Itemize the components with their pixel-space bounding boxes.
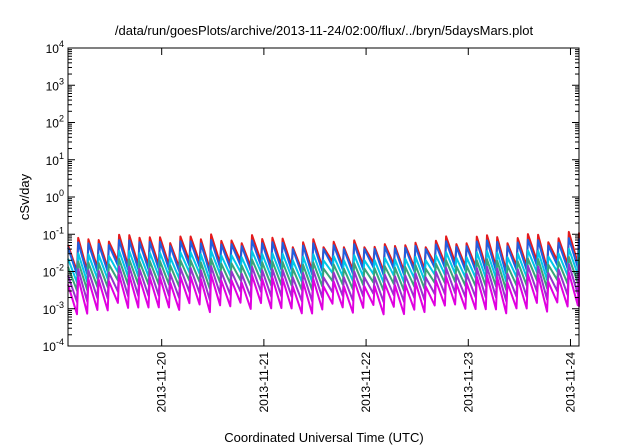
y-axis: 104 103 102 101 100 10-1 10-2 10-3 10-4 (43, 39, 579, 354)
y-axis-label: cSv/day (17, 173, 32, 220)
series-line (67, 237, 580, 276)
y-tick-label: 10-2 (43, 263, 64, 280)
plot-lines (67, 230, 580, 316)
x-axis: 2013-11-20 2013-11-21 2013-11-22 2013-11-23… (155, 48, 577, 413)
series-line (67, 230, 580, 273)
y-tick-label: 102 (46, 114, 64, 131)
series-line (67, 256, 580, 292)
series-line (67, 271, 580, 316)
x-axis-label: Coordinated Universal Time (UTC) (224, 430, 423, 445)
x-tick-label: 2013-11-24 (563, 352, 577, 413)
x-tick-label: 2013-11-20 (155, 352, 169, 413)
y-tick-label: 10-4 (43, 337, 64, 354)
x-tick-label: 2013-11-21 (257, 352, 271, 413)
series-line (67, 247, 580, 284)
y-tick-label: 100 (46, 188, 64, 205)
y-tick-label: 10-3 (43, 300, 64, 317)
y-tick-label: 103 (46, 76, 64, 93)
series-line (67, 263, 580, 303)
x-tick-label: 2013-11-22 (359, 352, 373, 413)
y-tick-label: 101 (46, 151, 64, 168)
chart-title: /data/run/goesPlots/archive/2013-11-24/0… (115, 23, 534, 38)
y-tick-label: 10-1 (43, 225, 64, 242)
y-tick-label: 104 (46, 39, 64, 56)
x-tick-label: 2013-11-23 (461, 352, 475, 413)
